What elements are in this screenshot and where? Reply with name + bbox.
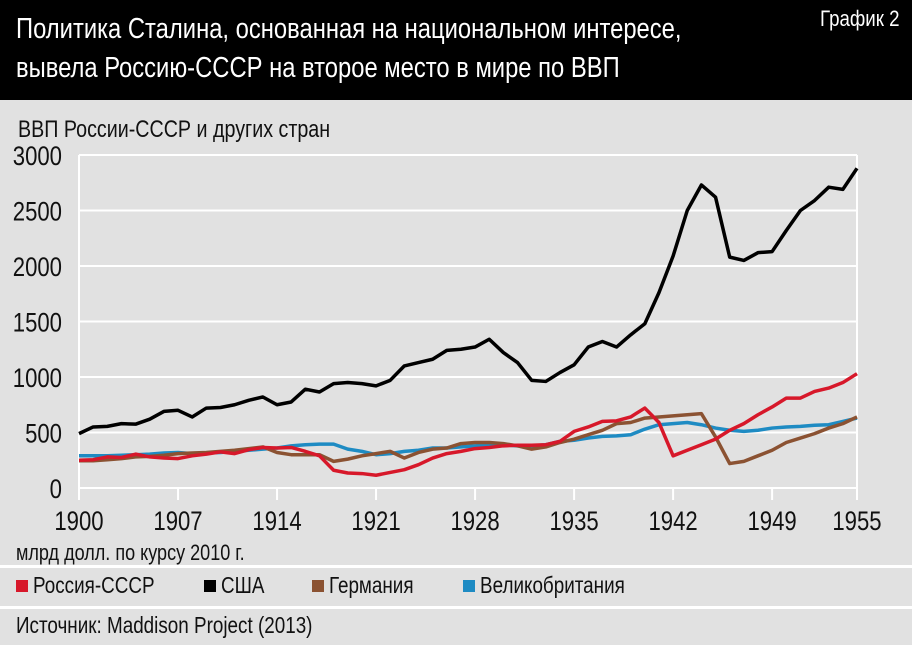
x-tick-label: 1949 — [748, 507, 797, 537]
legend-swatch — [204, 579, 216, 592]
figure-label: График 2 — [820, 6, 900, 31]
y-tick-label: 3000 — [13, 142, 62, 172]
unit-label: млрд долл. по курсу 2010 г. — [16, 540, 245, 565]
chart-title: ВВП России-СССР и других стран — [18, 116, 331, 143]
legend-swatch — [312, 579, 324, 592]
y-tick-label: 2000 — [13, 253, 62, 283]
headline-line-1: Политика Сталина, основанная на национал… — [16, 13, 682, 45]
legend-item-uk: Великобритания — [463, 572, 657, 599]
divider — [0, 565, 912, 568]
x-tick-label: 1907 — [153, 507, 202, 537]
legend-label: Германия — [329, 572, 414, 598]
y-tick-label: 0 — [50, 475, 62, 505]
legend-item-germany: Германия — [312, 572, 432, 599]
legend-swatch — [16, 579, 28, 592]
x-tick-label: 1935 — [549, 507, 598, 537]
legend-label: Великобритания — [480, 572, 625, 598]
x-tick-label: 1900 — [54, 507, 103, 537]
x-tick-label: 1914 — [252, 507, 301, 537]
y-tick-label: 500 — [25, 420, 62, 450]
divider — [0, 606, 912, 609]
y-tick-label: 1500 — [13, 309, 62, 339]
header-band: Политика Сталина, основанная на национал… — [0, 0, 912, 100]
x-tick-label: 1942 — [648, 507, 697, 537]
x-tick-label: 1955 — [832, 507, 881, 537]
source-note: Источник: Maddison Project (2013) — [16, 612, 313, 638]
legend-swatch — [463, 579, 475, 592]
legend-item-usa: США — [204, 572, 274, 599]
x-tick-label: 1928 — [450, 507, 499, 537]
series-line-1 — [78, 167, 859, 436]
headline-line-2: вывела Россию-СССР на второе место в мир… — [16, 52, 620, 84]
y-tick-label: 1000 — [13, 364, 62, 394]
legend-label: Россия-СССР — [33, 572, 155, 598]
chart-headline: Политика Сталина, основанная на национал… — [16, 10, 682, 88]
legend-item-russia: Россия-СССР — [16, 572, 181, 599]
x-tick-label: 1921 — [351, 507, 400, 537]
y-tick-label: 2500 — [13, 198, 62, 228]
series-line-0 — [78, 372, 858, 477]
legend-label: США — [221, 572, 265, 598]
